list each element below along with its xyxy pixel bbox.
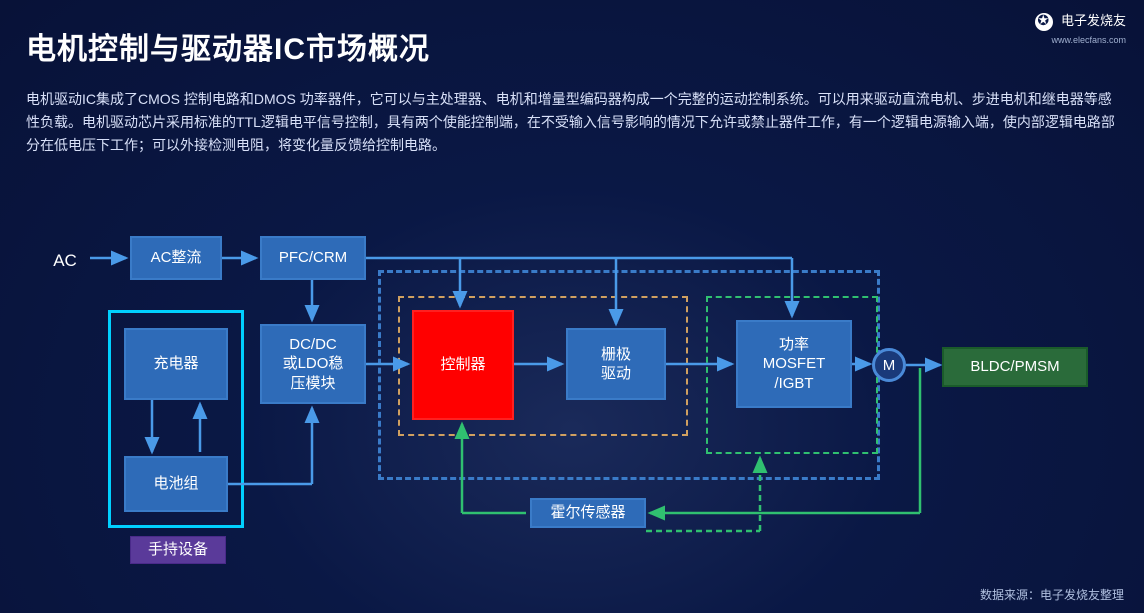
node-gate: 栅极驱动 [566, 328, 666, 400]
node-ac: AC [40, 246, 90, 276]
logo-icon [1035, 13, 1053, 31]
node-battery: 电池组 [124, 456, 228, 512]
node-charger: 充电器 [124, 328, 228, 400]
node-pfc: PFC/CRM [260, 236, 366, 280]
diagram: AC AC整流 PFC/CRM 充电器 电池组 DC/DC或LDO稳压模块 控制… [0, 208, 1144, 588]
page-title: 电机控制与驱动器IC市场概况 [26, 24, 430, 68]
node-hall: 霍尔传感器 [530, 498, 646, 528]
logo-text: 电子发烧友 [1061, 13, 1126, 28]
node-dcdc: DC/DC或LDO稳压模块 [260, 324, 366, 404]
node-handheld-label: 手持设备 [130, 536, 226, 564]
logo-url: www.elecfans.com [1051, 35, 1126, 45]
description: 电机驱动IC集成了CMOS 控制电路和DMOS 功率器件，它可以与主处理器、电机… [26, 88, 1118, 157]
node-bldc: BLDC/PMSM [942, 347, 1088, 387]
data-source: 数据来源：电子发烧友整理 [980, 586, 1124, 603]
node-power: 功率MOSFET/IGBT [736, 320, 852, 408]
node-rectifier: AC整流 [130, 236, 222, 280]
logo: 电子发烧友 www.elecfans.com [1035, 10, 1126, 46]
node-motor: M [872, 348, 906, 382]
node-controller: 控制器 [412, 310, 514, 420]
